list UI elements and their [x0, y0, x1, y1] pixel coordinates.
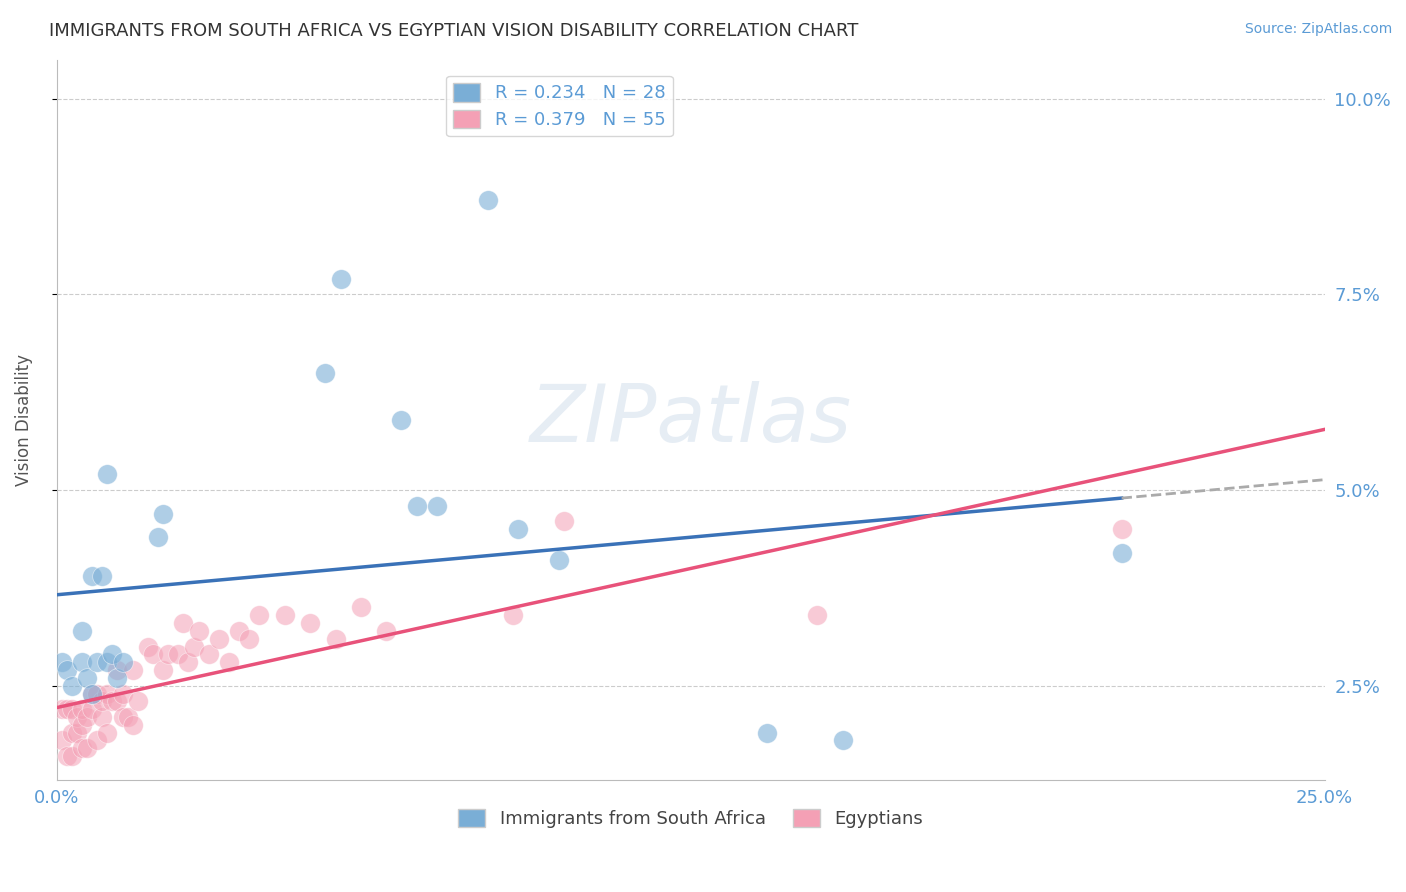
Point: [70, 702, 93, 716]
Point: [82, 702, 104, 716]
Text: IMMIGRANTS FROM SOUTH AFRICA VS EGYPTIAN VISION DISABILITY CORRELATION CHART: IMMIGRANTS FROM SOUTH AFRICA VS EGYPTIAN…: [49, 22, 859, 40]
Point: [96, 725, 118, 739]
Point: [86, 733, 108, 747]
Point: [101, 648, 124, 662]
Point: [121, 663, 143, 677]
Point: [197, 648, 219, 662]
Point: [101, 694, 124, 708]
Point: [405, 499, 427, 513]
Point: [167, 648, 190, 662]
Point: [1111, 546, 1133, 560]
Point: [274, 608, 297, 623]
Point: [127, 694, 149, 708]
Point: [60, 679, 83, 693]
Point: [107, 671, 129, 685]
Point: [96, 467, 118, 482]
Point: [96, 655, 118, 669]
Point: [136, 640, 159, 654]
Point: [806, 608, 828, 623]
Point: [66, 710, 89, 724]
Point: [107, 663, 129, 677]
Point: [391, 412, 413, 426]
Point: [82, 686, 104, 700]
Point: [107, 694, 129, 708]
Text: ZIPatlas: ZIPatlas: [530, 381, 852, 458]
Point: [111, 655, 134, 669]
Point: [70, 718, 93, 732]
Point: [121, 718, 143, 732]
Point: [314, 366, 336, 380]
Point: [477, 194, 499, 208]
Text: Source: ZipAtlas.com: Source: ZipAtlas.com: [1244, 22, 1392, 37]
Point: [60, 749, 83, 764]
Point: [111, 686, 134, 700]
Point: [177, 655, 200, 669]
Point: [249, 608, 271, 623]
Point: [831, 733, 853, 747]
Point: [111, 710, 134, 724]
Point: [60, 725, 83, 739]
Point: [238, 632, 260, 646]
Point: [350, 600, 373, 615]
Point: [152, 663, 174, 677]
Point: [218, 655, 240, 669]
Point: [547, 553, 569, 567]
Point: [325, 632, 347, 646]
Point: [66, 725, 89, 739]
Point: [82, 569, 104, 583]
Point: [70, 741, 93, 756]
Point: [299, 616, 322, 631]
Point: [146, 530, 169, 544]
Point: [55, 663, 77, 677]
Point: [70, 624, 93, 638]
Point: [329, 271, 352, 285]
Point: [86, 655, 108, 669]
Point: [91, 710, 114, 724]
Point: [76, 710, 98, 724]
Point: [86, 686, 108, 700]
Point: [553, 514, 575, 528]
Point: [70, 655, 93, 669]
Y-axis label: Vision Disability: Vision Disability: [15, 353, 32, 485]
Point: [51, 702, 73, 716]
Point: [502, 608, 524, 623]
Point: [426, 499, 449, 513]
Point: [152, 507, 174, 521]
Point: [55, 749, 77, 764]
Point: [55, 702, 77, 716]
Point: [82, 686, 104, 700]
Point: [51, 733, 73, 747]
Point: [51, 655, 73, 669]
Point: [183, 640, 205, 654]
Point: [76, 671, 98, 685]
Point: [96, 686, 118, 700]
Point: [142, 648, 165, 662]
Point: [60, 702, 83, 716]
Point: [91, 694, 114, 708]
Point: [76, 741, 98, 756]
Point: [157, 648, 180, 662]
Point: [91, 569, 114, 583]
Point: [208, 632, 231, 646]
Point: [117, 710, 139, 724]
Point: [228, 624, 250, 638]
Point: [187, 624, 209, 638]
Point: [755, 725, 778, 739]
Point: [172, 616, 194, 631]
Point: [508, 522, 530, 536]
Point: [375, 624, 398, 638]
Legend: Immigrants from South Africa, Egyptians: Immigrants from South Africa, Egyptians: [451, 802, 931, 836]
Point: [1111, 522, 1133, 536]
